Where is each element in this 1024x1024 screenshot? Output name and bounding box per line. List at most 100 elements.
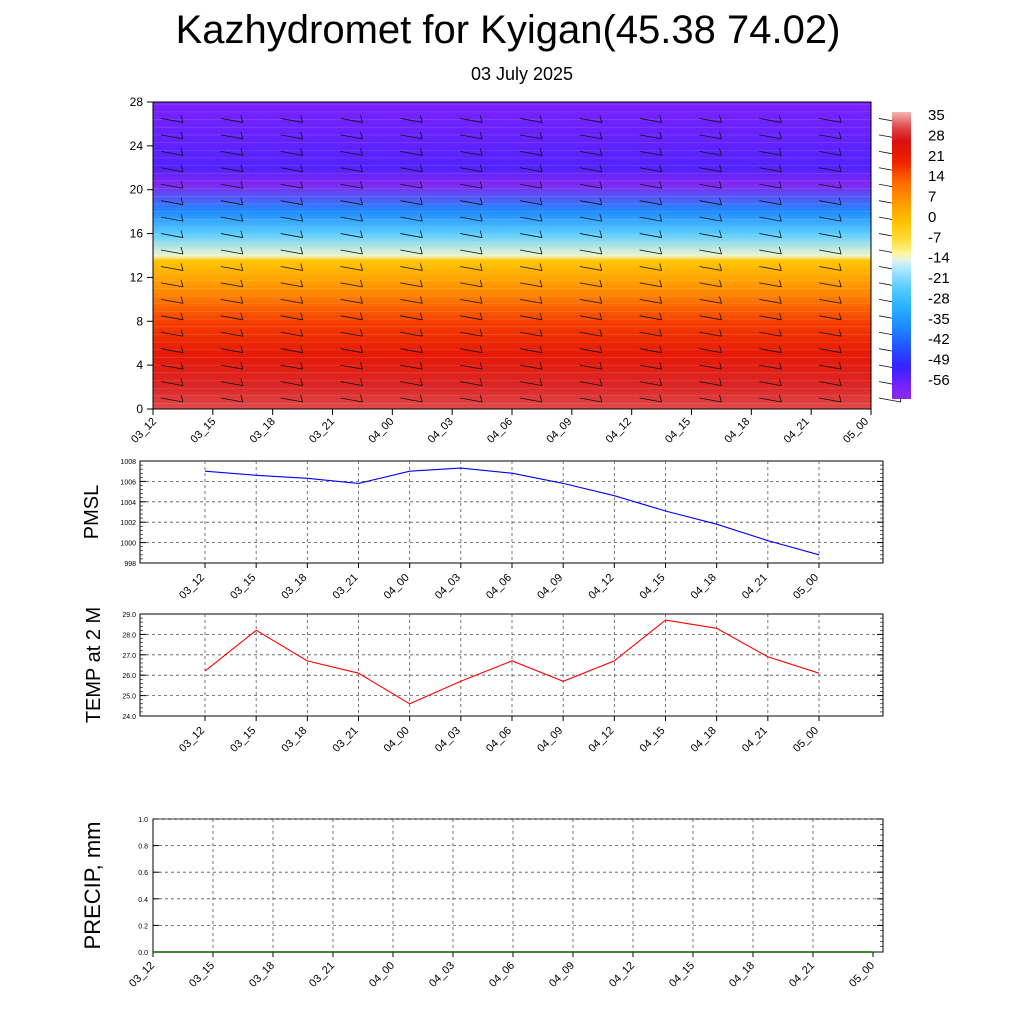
wind-barb — [280, 381, 303, 386]
wind-barb — [759, 331, 782, 337]
wind-barb — [220, 298, 243, 304]
wind-barb — [400, 266, 423, 271]
wind-barb — [220, 315, 243, 321]
precip-x-tick-label: 03_18 — [247, 960, 277, 990]
pmsl-x-tick-label: 04_15 — [638, 572, 668, 602]
chart-subtitle: 03 July 2025 — [470, 64, 574, 84]
wind-barb — [639, 167, 662, 173]
wind-barb — [280, 315, 303, 321]
wind-barb — [400, 249, 423, 255]
wind-barb — [699, 150, 722, 156]
wind-barb — [599, 329, 603, 337]
wind-barb — [419, 394, 423, 403]
colorbar-label: -7 — [928, 229, 941, 246]
wind-barb — [639, 331, 662, 337]
wind-barb — [300, 263, 304, 271]
wind-barb — [639, 183, 662, 189]
temperature-profile-panel: 0 4 8 12 16 20 24 28 03_12 03_15 03_18 03_21 04_00 04… — [129, 95, 902, 446]
wind-barb — [340, 364, 363, 370]
wind-barb — [479, 329, 483, 337]
wind-barb — [759, 348, 782, 354]
wind-barb — [519, 315, 543, 321]
wind-barb — [579, 216, 602, 222]
wind-barb — [719, 362, 722, 370]
wind-barb — [220, 167, 243, 173]
wind-barb — [759, 282, 782, 288]
wind-barb — [300, 362, 304, 370]
wind-barb — [400, 315, 423, 321]
wind-barb — [460, 266, 483, 271]
wind-barb — [579, 364, 602, 370]
wind-barb — [460, 233, 483, 238]
profile-x-tick-label: 04_06 — [485, 416, 515, 446]
wind-barb — [778, 131, 782, 140]
wind-barb — [639, 381, 662, 386]
wind-barb — [160, 331, 184, 337]
wind-barb — [479, 296, 483, 304]
wind-barb — [659, 394, 663, 403]
pmsl-y-axis-title: PMSL — [81, 485, 103, 539]
wind-barb — [819, 150, 842, 156]
wind-barb — [659, 329, 663, 337]
wind-barb — [699, 397, 722, 403]
wind-barb — [180, 263, 184, 271]
wind-barb — [479, 197, 483, 205]
wind-barb — [759, 134, 782, 140]
precip-x-tick-label: 04_00 — [367, 960, 397, 990]
wind-barb — [539, 279, 543, 288]
pmsl-x-tick-label: 04_00 — [382, 572, 412, 602]
wind-barb — [180, 279, 184, 288]
wind-barb — [659, 214, 663, 222]
wind-barb — [340, 282, 363, 288]
wind-barb — [340, 134, 363, 140]
wind-barb — [340, 167, 363, 173]
wind-barb — [599, 263, 603, 271]
wind-barb — [778, 230, 782, 238]
wind-barb — [519, 298, 543, 304]
wind-barb — [300, 312, 304, 320]
wind-barb — [719, 394, 722, 403]
wind-barb — [180, 131, 184, 140]
wind-barb — [340, 118, 363, 123]
wind-barb — [838, 312, 842, 320]
wind-barb — [160, 315, 184, 321]
wind-barb — [759, 118, 782, 123]
wind-barb — [759, 381, 782, 386]
wind-barb — [400, 183, 423, 189]
wind-barb — [778, 329, 782, 337]
wind-barb — [240, 394, 244, 403]
wind-barb — [719, 345, 722, 353]
colorbar-label: -14 — [928, 250, 950, 267]
wind-barb — [160, 266, 184, 271]
wind-barb — [220, 249, 243, 255]
pmsl-y-tick-label: 1000 — [120, 541, 136, 548]
wind-barb — [759, 233, 782, 238]
wind-barb — [659, 279, 663, 288]
wind-barb — [719, 230, 722, 238]
wind-barb — [539, 131, 543, 140]
wind-barb — [240, 131, 244, 140]
wind-barb — [419, 181, 423, 189]
pmsl-x-tick-label: 04_18 — [689, 572, 719, 602]
wind-barb — [240, 214, 244, 222]
wind-barb — [579, 249, 602, 255]
wind-barb — [838, 197, 842, 205]
wind-barb — [659, 312, 663, 320]
wind-barb — [838, 164, 842, 172]
wind-barb — [280, 233, 303, 238]
wind-barb — [699, 282, 722, 288]
wind-barb — [180, 164, 184, 172]
wind-barb — [579, 282, 602, 288]
wind-barb — [539, 296, 543, 304]
wind-barb — [599, 378, 603, 386]
wind-barb — [819, 282, 842, 288]
wind-barb — [360, 164, 363, 172]
wind-barb — [180, 246, 184, 255]
pmsl-x-tick-label: 03_18 — [279, 572, 309, 602]
wind-barb — [180, 362, 184, 370]
wind-barb — [419, 164, 423, 172]
wind-barb — [240, 230, 244, 238]
wind-barb — [419, 362, 423, 370]
wind-barb — [838, 279, 842, 288]
wind-barb — [280, 183, 303, 189]
